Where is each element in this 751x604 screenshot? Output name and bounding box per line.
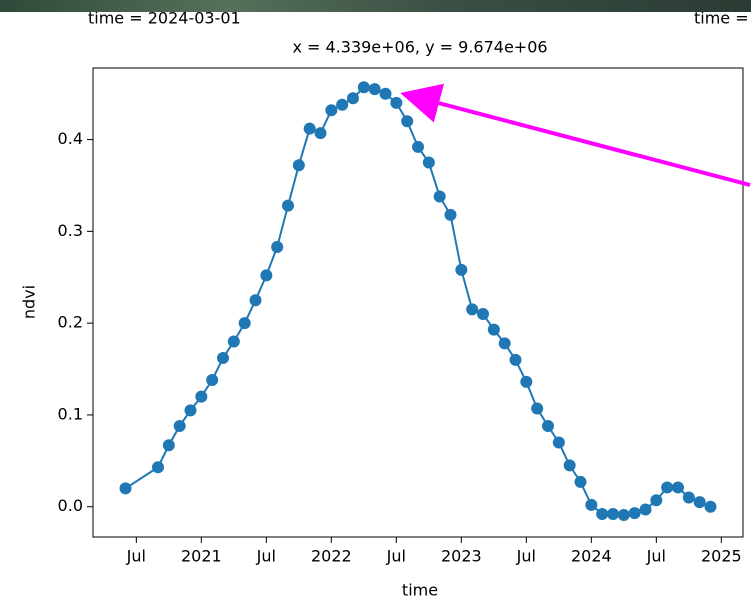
- data-point: [206, 374, 218, 386]
- data-point: [239, 317, 251, 329]
- data-point: [531, 403, 543, 415]
- data-point: [499, 337, 511, 349]
- data-point: [564, 459, 576, 471]
- data-point: [607, 508, 619, 520]
- x-tick-label: Jul: [386, 547, 406, 566]
- data-point: [120, 482, 132, 494]
- data-point: [650, 494, 662, 506]
- x-tick-label: Jul: [126, 547, 146, 566]
- x-tick-label: Jul: [256, 547, 276, 566]
- data-point: [401, 115, 413, 127]
- data-point: [336, 99, 348, 111]
- x-tick-label: Jul: [516, 547, 536, 566]
- data-point: [423, 157, 435, 169]
- data-point: [217, 352, 229, 364]
- data-point: [596, 508, 608, 520]
- data-point: [618, 509, 630, 521]
- data-point: [369, 83, 381, 95]
- data-point: [260, 269, 272, 281]
- data-point: [553, 436, 565, 448]
- data-point: [585, 499, 597, 511]
- data-point: [325, 104, 337, 116]
- data-point: [315, 127, 327, 139]
- data-point: [185, 404, 197, 416]
- y-tick-label: 0.0: [58, 496, 83, 515]
- data-point: [347, 92, 359, 104]
- x-tick-label: 2025: [701, 547, 742, 566]
- x-axis-label: time: [402, 581, 438, 600]
- annotation-arrow: [408, 95, 750, 185]
- data-point: [629, 507, 641, 519]
- data-point: [293, 159, 305, 171]
- data-point: [271, 241, 283, 253]
- y-tick-label: 0.4: [58, 129, 83, 148]
- data-point: [683, 492, 695, 504]
- page: time = 2024-03-01 time = x = 4.339e+06, …: [0, 0, 751, 604]
- data-point: [520, 376, 532, 388]
- data-point: [152, 461, 164, 473]
- data-point: [455, 264, 467, 276]
- data-point: [661, 481, 673, 493]
- chart: time = 2024-03-01 time = x = 4.339e+06, …: [0, 0, 751, 604]
- data-point: [380, 88, 392, 100]
- data-point: [412, 141, 424, 153]
- data-point: [510, 354, 522, 366]
- data-point: [434, 190, 446, 202]
- image-strip: [0, 0, 751, 12]
- y-axis-label: ndvi: [20, 285, 39, 319]
- data-point: [477, 308, 489, 320]
- data-point: [575, 476, 587, 488]
- plot-area: 0.0 0.1 0.2 0.3 0.4 Jul 2021 Jul 2022 Jul 2023 Jul 2…: [58, 68, 743, 566]
- x-tick-label: 2024: [571, 547, 612, 566]
- axes-frame: [93, 68, 743, 537]
- y-tick-label: 0.3: [58, 221, 83, 240]
- data-point: [705, 501, 717, 513]
- x-tick-label: 2022: [311, 547, 352, 566]
- data-point: [304, 123, 316, 135]
- x-tick-label: 2021: [181, 547, 222, 566]
- data-point: [282, 200, 294, 212]
- x-tick-label: Jul: [646, 547, 666, 566]
- y-tick-label: 0.2: [58, 313, 83, 332]
- x-tick-label: 2023: [441, 547, 482, 566]
- data-point: [542, 420, 554, 432]
- data-point: [445, 209, 457, 221]
- y-tick-label: 0.1: [58, 404, 83, 423]
- data-point: [228, 336, 240, 348]
- data-point: [640, 503, 652, 515]
- data-point: [358, 81, 370, 93]
- data-point: [163, 439, 175, 451]
- data-point: [390, 97, 402, 109]
- data-point: [694, 496, 706, 508]
- data-point: [195, 391, 207, 403]
- chart-title: x = 4.339e+06, y = 9.674e+06: [292, 38, 547, 57]
- data-point: [488, 324, 500, 336]
- data-point: [174, 420, 186, 432]
- data-point: [672, 481, 684, 493]
- data-point: [250, 294, 262, 306]
- data-point: [466, 303, 478, 315]
